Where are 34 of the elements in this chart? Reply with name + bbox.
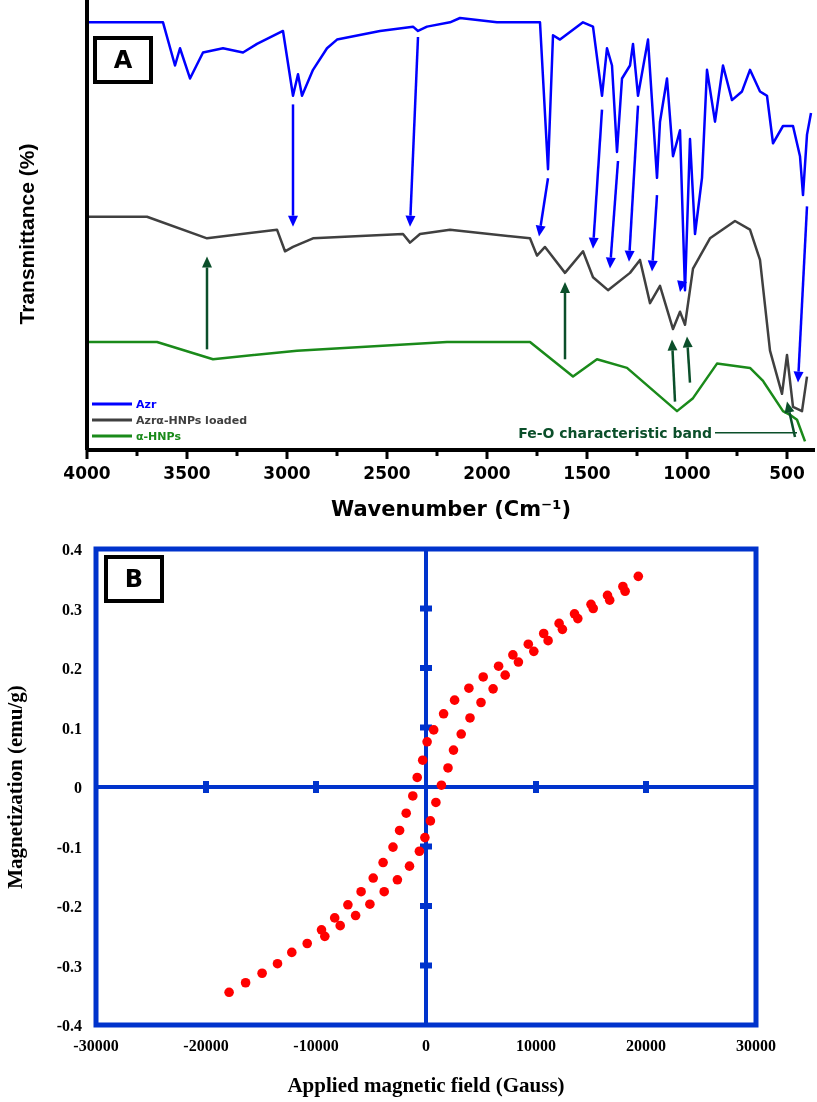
y-axis-title: Magnetization (emu/g) xyxy=(3,685,27,889)
x-tick-label: -10000 xyxy=(293,1037,339,1054)
x-tick-label: -30000 xyxy=(73,1037,119,1054)
y-tick-label: 0.3 xyxy=(62,600,82,618)
x-tick-label: 3500 xyxy=(163,463,211,483)
x-tick-label: 2500 xyxy=(363,463,411,483)
legend-label: Azr xyxy=(136,398,157,411)
y-tick-label: 0.4 xyxy=(62,541,82,558)
x-tick-label: 4000 xyxy=(63,463,111,483)
y-tick-label: 0 xyxy=(74,779,82,796)
x-tick-label: -20000 xyxy=(183,1037,229,1054)
x-tick-label: 3000 xyxy=(263,463,311,483)
y-tick-label: 0.1 xyxy=(62,719,82,737)
x-axis-title: Wavenumber (Cm⁻¹) xyxy=(330,497,572,521)
y-tick-label: -0.4 xyxy=(56,1017,82,1034)
y-tick-label: -0.3 xyxy=(56,957,82,975)
y-axis-title: Transmittance (%) xyxy=(15,143,38,325)
x-tick-label: 30000 xyxy=(736,1037,776,1054)
x-tick-label: 10000 xyxy=(516,1037,556,1054)
y-tick-label: 0.2 xyxy=(62,660,82,677)
x-tick-label: 20000 xyxy=(626,1037,666,1054)
y-tick-label: -0.2 xyxy=(56,898,82,915)
legend-label: α-HNPs xyxy=(136,430,182,443)
x-tick-label: 1500 xyxy=(563,463,611,483)
x-tick-label: 0 xyxy=(422,1037,430,1054)
y-tick-label: -0.1 xyxy=(56,838,82,856)
x-tick-label: 500 xyxy=(769,463,805,483)
annotation: Fe-O characteristic band xyxy=(518,424,712,441)
x-tick-label: 1000 xyxy=(663,463,711,483)
x-tick-label: 2000 xyxy=(463,463,511,483)
x-axis-title: Applied magnetic field (Gauss) xyxy=(287,1073,565,1097)
legend-label: Azrα-HNPs loaded xyxy=(136,414,248,427)
annotation: B xyxy=(124,565,144,593)
annotation: A xyxy=(113,46,133,74)
